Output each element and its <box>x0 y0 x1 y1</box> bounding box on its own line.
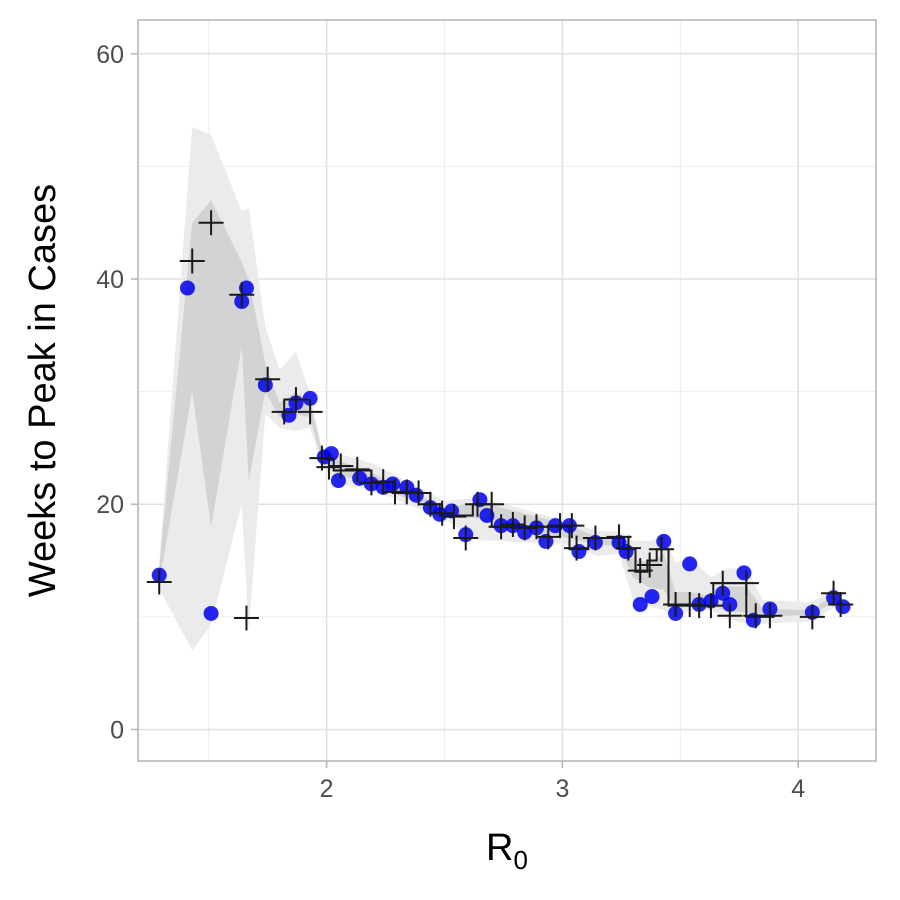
cross-marker <box>512 515 538 541</box>
cross-marker <box>606 524 632 550</box>
cross-marker <box>733 570 759 596</box>
cross-marker <box>316 454 342 480</box>
cross-marker <box>564 535 590 561</box>
cross-marker <box>821 580 847 606</box>
data-point <box>432 506 448 522</box>
cross-marker <box>627 558 653 584</box>
cross-marker <box>198 210 224 236</box>
cross-marker <box>146 569 172 595</box>
panel-border <box>137 19 877 762</box>
data-point <box>632 596 648 612</box>
y-tick-label: 40 <box>96 266 124 294</box>
cross-marker <box>406 480 432 506</box>
cross-marker <box>757 603 783 629</box>
cross-marker <box>394 479 420 505</box>
data-point <box>203 605 219 621</box>
data-point <box>180 280 196 296</box>
cross-marker <box>229 282 255 308</box>
data-point <box>257 377 273 393</box>
cross-marker <box>500 512 526 538</box>
cross-marker <box>233 605 259 631</box>
cross-marker <box>344 456 370 482</box>
y-tick-label: 0 <box>110 716 124 744</box>
cross-marker <box>535 524 561 550</box>
x-tick-label: 2 <box>320 775 334 803</box>
cross-marker <box>358 470 384 496</box>
simulated-crosses <box>146 210 854 631</box>
cross-marker <box>677 591 703 617</box>
x-axis-title: R0 <box>486 827 528 875</box>
cross-marker <box>559 513 585 539</box>
cross-marker <box>370 469 396 495</box>
x-tick-label: 3 <box>555 775 569 803</box>
grid-major <box>138 20 876 761</box>
cross-marker <box>429 500 455 526</box>
data-point <box>571 544 587 560</box>
cross-marker <box>453 525 479 551</box>
cross-marker <box>828 591 854 617</box>
data-point <box>835 599 851 615</box>
data-point <box>656 533 672 549</box>
data-point <box>444 503 460 519</box>
cross-marker <box>717 603 743 629</box>
data-point <box>330 473 346 489</box>
cross-marker <box>283 387 309 413</box>
x-axis-ticks: 2 3 4 <box>320 761 805 803</box>
cross-marker <box>271 399 297 425</box>
cross-marker <box>479 491 505 517</box>
cross-marker <box>441 504 467 530</box>
y-axis-ticks: 0 20 40 60 <box>96 41 138 744</box>
cross-marker <box>710 570 736 596</box>
cross-marker <box>637 552 663 578</box>
y-axis-title: Weeks to Peak in Cases <box>22 184 64 597</box>
cross-marker <box>328 453 354 479</box>
cross-marker <box>698 593 724 619</box>
data-point <box>618 544 634 560</box>
data-point <box>644 589 660 605</box>
cross-marker <box>648 536 674 562</box>
data-point <box>385 476 401 492</box>
y-tick-label: 60 <box>96 41 124 69</box>
cross-marker <box>582 525 608 551</box>
cross-marker <box>523 514 549 540</box>
cross-marker <box>615 535 641 561</box>
cross-marker <box>255 366 281 392</box>
data-point <box>408 487 424 503</box>
cross-marker <box>799 604 825 630</box>
x-tick-label: 4 <box>791 775 805 803</box>
x-axis-title-subscript: 0 <box>513 845 527 875</box>
cross-marker <box>297 399 323 425</box>
cross-marker <box>488 514 514 540</box>
data-point <box>302 390 318 406</box>
y-tick-label: 20 <box>96 491 124 519</box>
data-point <box>682 556 698 572</box>
data-point <box>736 565 752 581</box>
cross-marker <box>179 248 205 274</box>
x-axis-title-main: R <box>486 827 513 869</box>
